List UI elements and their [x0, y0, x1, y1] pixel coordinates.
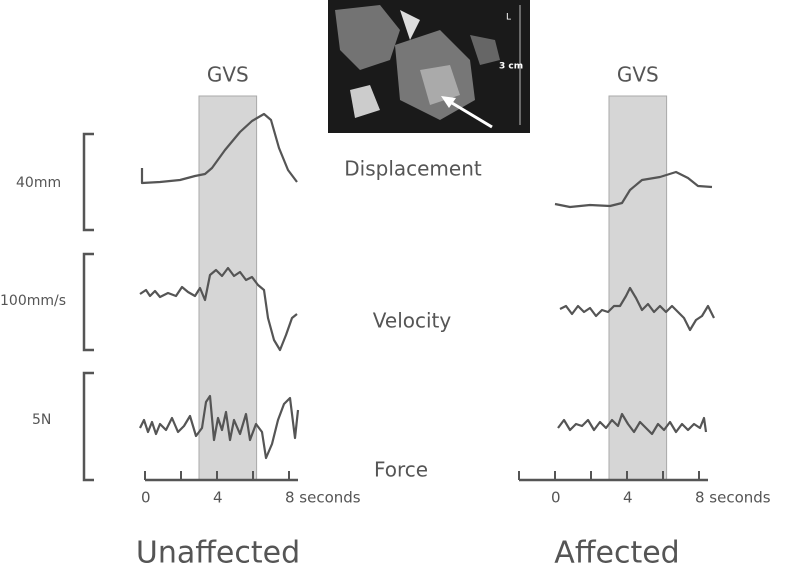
- traces: [139, 112, 715, 460]
- stimulus-label: GVS: [207, 63, 249, 87]
- velocity-trace: [559, 286, 715, 332]
- tick-label: 4: [623, 489, 633, 507]
- image-label: L: [506, 13, 511, 23]
- tick-label: 0: [141, 489, 151, 507]
- panel-title: Unaffected: [136, 536, 300, 567]
- mri-image: L 3 cm: [328, 0, 530, 133]
- image-label: 3 cm: [499, 62, 523, 72]
- scale-label: 100mm/s: [0, 293, 66, 309]
- tick-label: 8 seconds: [285, 489, 361, 507]
- displacement-trace: [554, 170, 713, 209]
- stimulus-label: GVS: [617, 63, 659, 87]
- force-trace: [139, 394, 300, 460]
- panel-title: Affected: [554, 536, 679, 567]
- scale-label: 5N: [32, 412, 51, 428]
- scale-bar: [82, 252, 94, 352]
- scale-label: 40mm: [16, 175, 61, 191]
- tick-label: 4: [213, 489, 223, 507]
- velocity-trace: [139, 266, 298, 352]
- shades: [198, 95, 668, 481]
- displacement-trace: [140, 112, 298, 185]
- force-trace: [557, 412, 708, 436]
- scale-bar: [82, 371, 94, 482]
- signal-label: Force: [374, 458, 428, 482]
- tick-label: 0: [551, 489, 561, 507]
- scale-bars: 40mm 100mm/s 5N: [0, 132, 94, 482]
- scale-bar: [82, 132, 94, 232]
- signal-label: Velocity: [373, 309, 452, 333]
- signal-label: Displacement: [344, 157, 482, 181]
- tick-label: 8 seconds: [695, 489, 771, 507]
- gvs-window: [608, 95, 668, 481]
